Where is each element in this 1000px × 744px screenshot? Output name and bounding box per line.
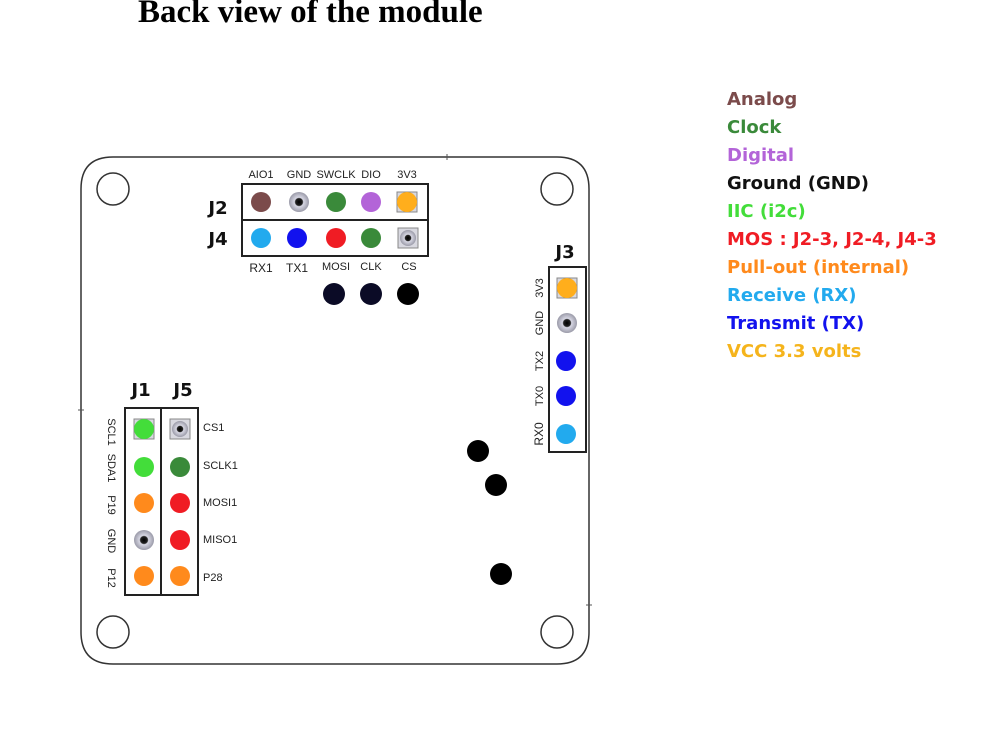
j5-label: J5	[171, 380, 192, 401]
j2-pin-label: GND	[287, 169, 312, 181]
j5-pin-label: MOSI1	[203, 497, 237, 509]
j3-pin-label: RX0	[532, 422, 546, 446]
j5-pin-p28	[170, 566, 190, 586]
legend-item-tx: Transmit (TX)	[727, 313, 865, 334]
page-title: Back view of the module	[138, 0, 483, 30]
board-outline	[80, 156, 590, 665]
j4-pin-label: MOSI	[322, 261, 350, 273]
legend-item-iic: IIC (i2c)	[727, 201, 806, 222]
j4-header-box	[241, 219, 429, 257]
j2-label: J2	[206, 198, 227, 219]
j4-label: J4	[206, 229, 227, 250]
legend-item-vcc: VCC 3.3 volts	[727, 341, 862, 362]
j2-pin-label: 3V3	[397, 169, 417, 181]
j5-pin-mosi1	[170, 493, 190, 513]
j1-pin-gnd	[134, 530, 154, 550]
j3-label: J3	[553, 242, 574, 263]
j3-pin-label: GND	[534, 311, 546, 336]
via-pad	[323, 283, 345, 305]
via-pad	[397, 283, 419, 305]
legend-item-rx: Receive (RX)	[727, 285, 857, 306]
j3-pin-gnd	[557, 313, 577, 333]
j5-pin-label: SCLK1	[203, 460, 238, 472]
j3-pin-tx2	[556, 351, 576, 371]
j4-pin-label: RX1	[249, 261, 273, 275]
j2-pin-aio1	[251, 192, 271, 212]
mounting-hole-bottom-left	[96, 615, 130, 649]
j3-header-box	[548, 266, 587, 453]
j1-pin-label: P12	[105, 568, 117, 588]
j3-pin-label: 3V3	[534, 278, 546, 298]
via-pad	[467, 440, 489, 462]
via-pad	[485, 474, 507, 496]
j4-pin-label: CLK	[360, 261, 382, 273]
j1-pin-label: GND	[105, 529, 117, 554]
j5-header-box	[160, 407, 199, 596]
legend-item-ground: Ground (GND)	[727, 173, 870, 194]
j2-pin-gnd	[289, 192, 309, 212]
j3-pin-label: TX2	[534, 351, 546, 371]
j4-pin-rx1	[251, 228, 271, 248]
j2-pin-3v3	[397, 192, 417, 212]
via-pad	[360, 283, 382, 305]
j4-pin-cs	[400, 230, 416, 246]
mounting-hole-top-right	[540, 172, 574, 206]
legend-item-clock: Clock	[727, 117, 782, 138]
mounting-hole-bottom-right	[540, 615, 574, 649]
legend: Analog Clock Digital Ground (GND) IIC (i…	[727, 86, 937, 366]
j5-pin-cs1	[172, 421, 188, 437]
legend-item-pullout: Pull-out (internal)	[727, 257, 910, 278]
j2-pin-label: AIO1	[248, 169, 273, 181]
j5-pin-miso1	[170, 530, 190, 550]
j4-pin-mosi	[326, 228, 346, 248]
j2-pin-label: DIO	[361, 169, 381, 181]
mounting-hole-top-left	[96, 172, 130, 206]
j1-label: J1	[129, 380, 150, 401]
j3-pin-rx0	[556, 424, 576, 444]
j4-pin-label: CS	[401, 261, 416, 273]
j2-pin-label: SWCLK	[316, 169, 356, 181]
j4-pin-clk	[361, 228, 381, 248]
j1-pin-sda1	[134, 457, 154, 477]
j2-pin-swclk	[326, 192, 346, 212]
j5-pin-label: MISO1	[203, 534, 237, 546]
j1-pin-p12	[134, 566, 154, 586]
j4-pin-label: TX1	[286, 261, 308, 275]
j5-pin-label: P28	[203, 572, 223, 584]
j1-pin-scl1	[134, 419, 154, 439]
j3-pin-3v3	[557, 278, 577, 298]
via-pad	[490, 563, 512, 585]
legend-item-digital: Digital	[727, 145, 795, 166]
j3-pin-tx0	[556, 386, 576, 406]
j1-pin-label: P19	[105, 495, 117, 515]
j2-pin-dio	[361, 192, 381, 212]
j5-pin-label: CS1	[203, 422, 224, 434]
legend-item-mos: MOS : J2-3, J2-4, J4-3	[727, 229, 937, 250]
legend-item-analog: Analog	[727, 89, 798, 110]
j1-pin-label: SCL1	[105, 418, 117, 446]
j5-pin-sclk1	[170, 457, 190, 477]
j4-pin-tx1	[287, 228, 307, 248]
j1-pin-p19	[134, 493, 154, 513]
j1-pin-label: SDA1	[105, 454, 117, 483]
j3-pin-label: TX0	[534, 386, 546, 406]
